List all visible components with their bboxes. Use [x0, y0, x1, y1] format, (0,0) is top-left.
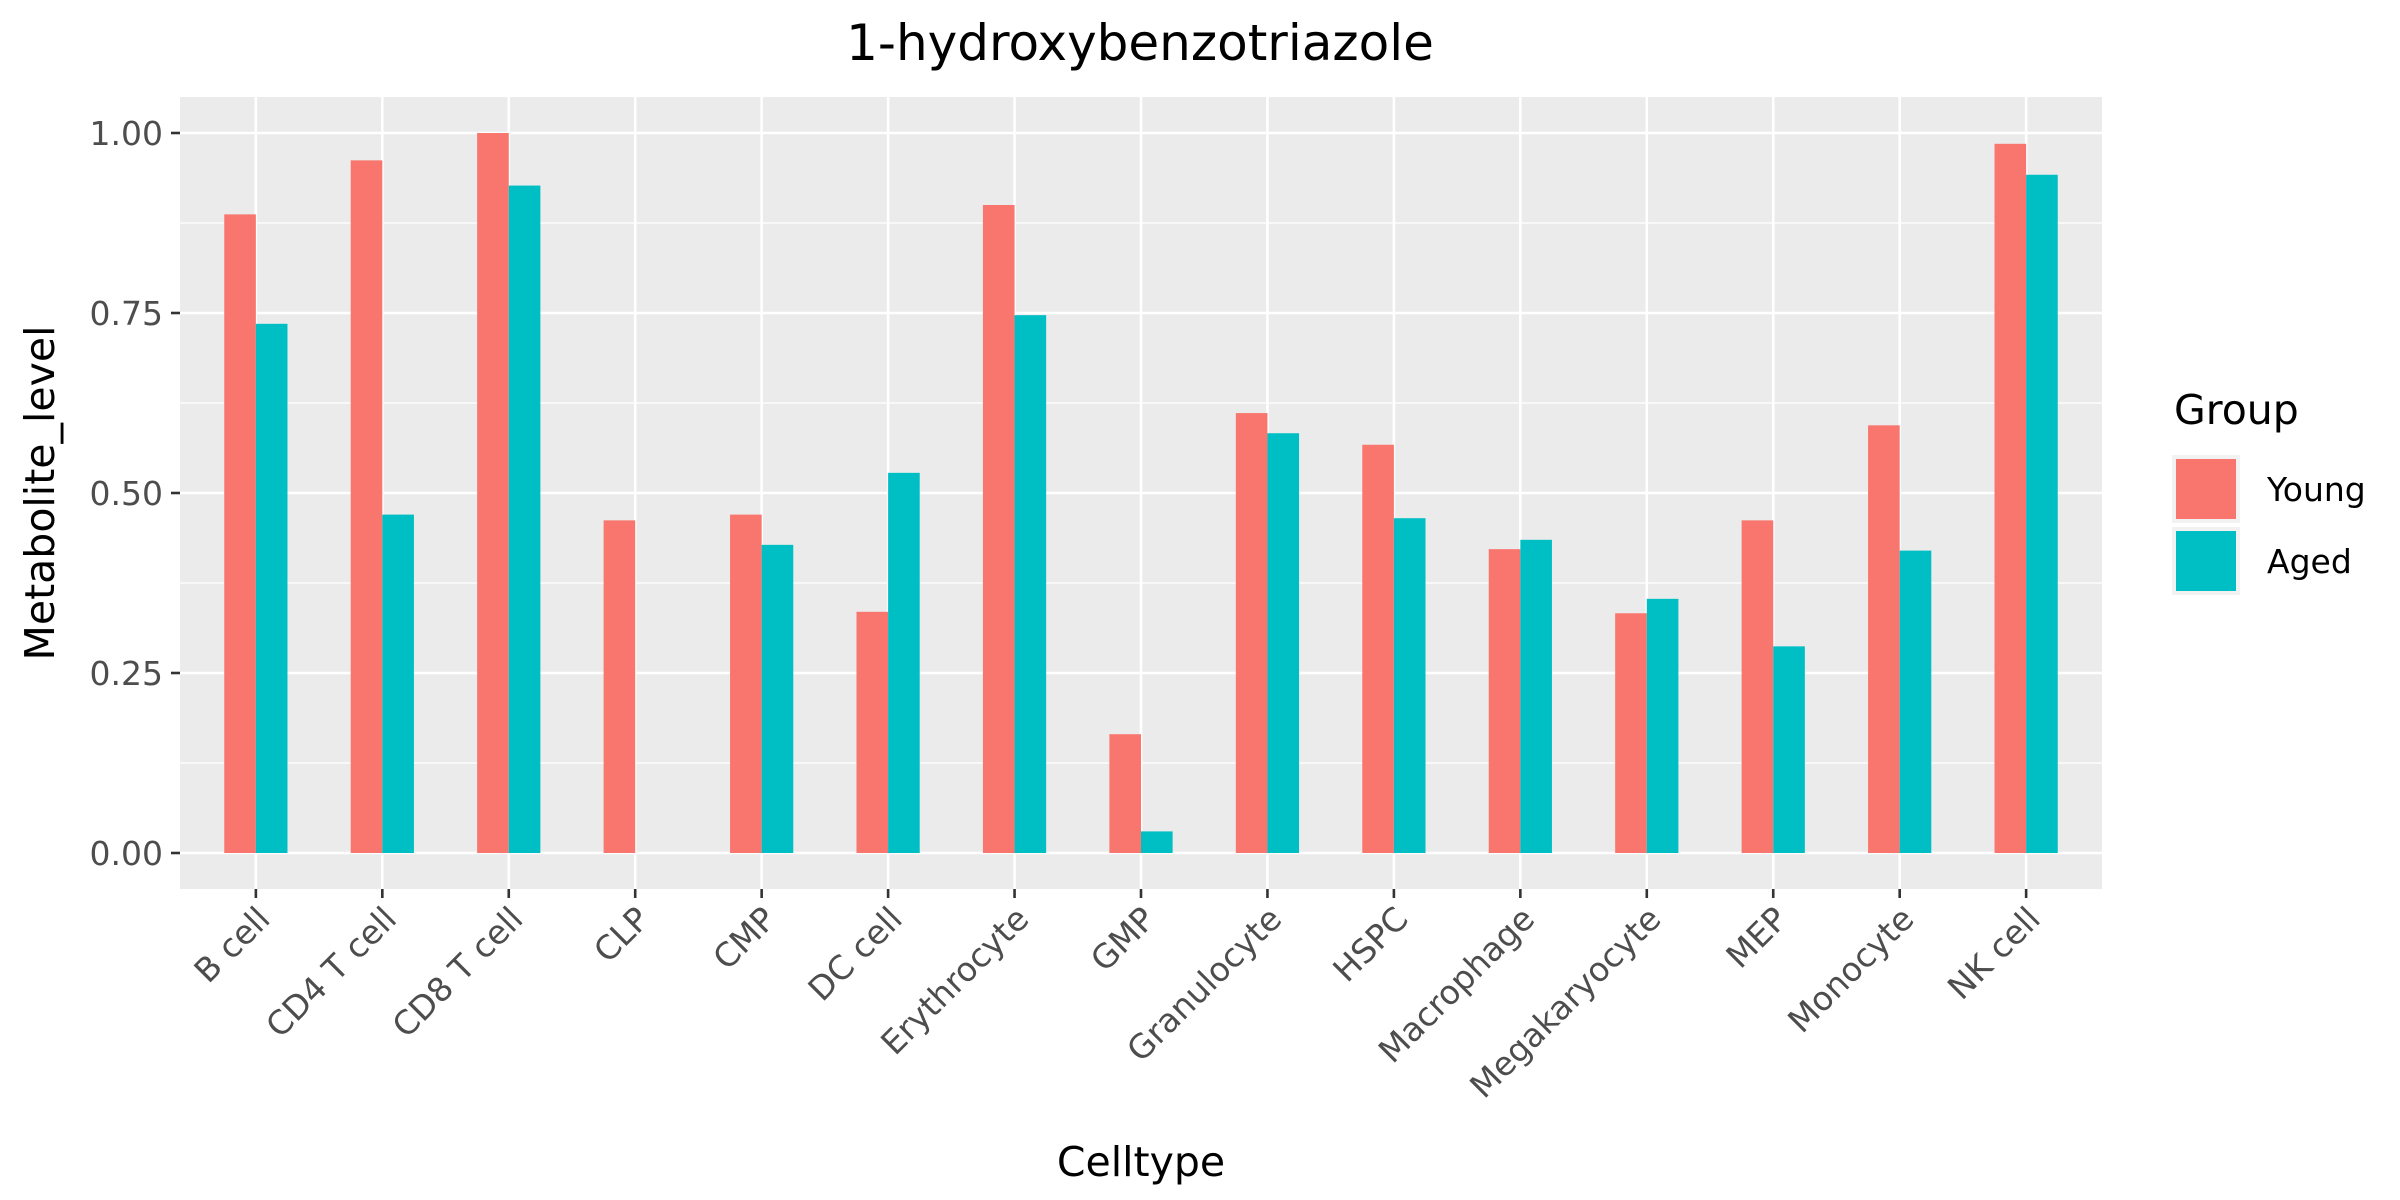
- bar-young: [1488, 549, 1521, 853]
- bar-aged: [2026, 174, 2058, 853]
- x-tick-label: HSPC: [1325, 899, 1415, 989]
- bar-aged: [508, 185, 541, 853]
- y-tick-label: 0.50: [90, 474, 163, 513]
- bar-young: [856, 611, 889, 853]
- x-tick-label: MEP: [1718, 899, 1795, 976]
- chart-title: 1-hydroxybenzotriazole: [846, 14, 1434, 72]
- bar-aged: [1141, 831, 1173, 853]
- bar-young: [224, 214, 256, 854]
- y-tick-label: 0.00: [90, 834, 163, 873]
- y-axis-title: Metabolite_level: [16, 326, 64, 661]
- bar-young: [1741, 520, 1774, 853]
- bar-young: [1994, 143, 2027, 854]
- x-tick-label: Monocyte: [1780, 899, 1921, 1040]
- y-tick-label: 1.00: [90, 114, 163, 153]
- legend-title: Group: [2174, 386, 2299, 434]
- legend-swatch-aged: [2176, 531, 2236, 591]
- y-axis: 0.00 0.25 0.50 0.75 1.00: [90, 114, 180, 873]
- bar-young: [1362, 444, 1394, 853]
- x-axis-title: Celltype: [1057, 1138, 1225, 1186]
- bar-aged: [1014, 315, 1047, 853]
- x-tick-label: CD8 T cell: [384, 899, 530, 1045]
- bar-aged: [1773, 646, 1805, 853]
- bar-young: [1109, 734, 1141, 853]
- x-tick-label: NK cell: [1940, 899, 2048, 1007]
- bars: [224, 133, 2058, 854]
- bar-aged: [1646, 598, 1679, 853]
- legend: Group Young Aged: [2172, 386, 2366, 595]
- y-tick-label: 0.75: [90, 294, 163, 333]
- bar-aged: [1520, 539, 1552, 853]
- bar-young: [1235, 413, 1268, 853]
- y-tick-label: 0.25: [90, 654, 163, 693]
- bar-young: [982, 205, 1015, 853]
- bar-aged: [888, 472, 920, 853]
- x-tick-label: GMP: [1083, 899, 1163, 979]
- bar-young: [1868, 425, 1900, 853]
- bar-young: [1615, 613, 1647, 853]
- x-tick-label: CLP: [586, 899, 657, 970]
- bar-aged: [1899, 550, 1932, 853]
- x-tick-label: B cell: [186, 899, 277, 990]
- bar-aged: [255, 323, 288, 853]
- legend-swatch-young: [2176, 459, 2236, 519]
- bar-young: [477, 133, 509, 853]
- bar-young: [730, 514, 762, 853]
- bar-young: [350, 160, 383, 854]
- x-tick-label: CMP: [705, 899, 783, 977]
- bar-young: [603, 520, 636, 853]
- bar-aged: [382, 514, 414, 853]
- x-tick-label: CD4 T cell: [258, 899, 404, 1045]
- x-tick-label: DC cell: [800, 899, 909, 1008]
- bar-aged: [1393, 518, 1426, 853]
- bar-aged: [761, 544, 794, 853]
- bar-aged: [1267, 433, 1300, 853]
- legend-label-aged: Aged: [2267, 542, 2352, 581]
- legend-label-young: Young: [2266, 470, 2366, 509]
